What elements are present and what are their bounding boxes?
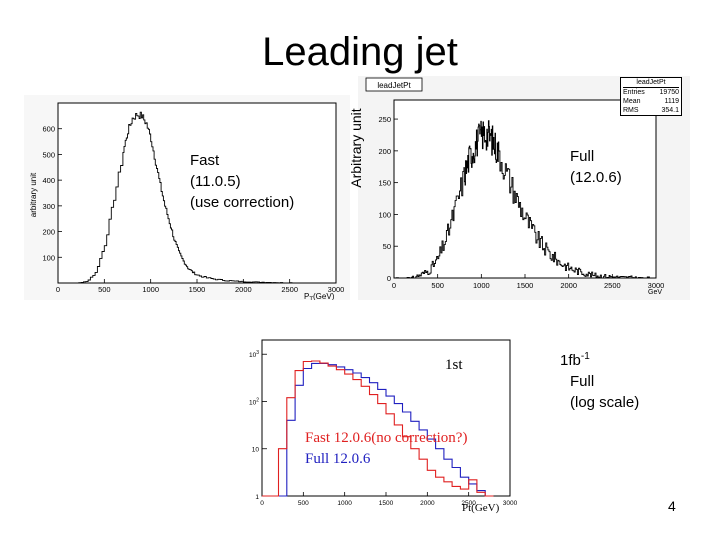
fast-label-line: (11.0.5) — [190, 173, 241, 190]
legend-full: Full 12.0.6 — [305, 451, 371, 467]
stats-box: leadJetPt Entries 19750 Mean 1119 RMS 354.1 — [620, 77, 682, 116]
y-tick-label: 103 — [249, 350, 259, 359]
plot-frame — [393, 99, 657, 279]
y-tick-label: 200 — [42, 228, 55, 237]
y-tick-label: 102 — [249, 397, 259, 406]
x-tick-label: 2500 — [461, 500, 476, 507]
full-histogram-line — [394, 120, 654, 279]
x-axis-label: PT(GeV) — [304, 292, 335, 300]
x-tick-label: 3000 — [328, 285, 345, 294]
x-tick-label: 2500 — [604, 281, 621, 290]
stats-key: Mean — [623, 98, 641, 105]
y-tick-label: 0 — [387, 274, 391, 283]
log-label-line: (log scale) — [570, 394, 640, 411]
stats-row: RMS 354.1 — [623, 106, 679, 115]
hist-title-box — [365, 77, 423, 92]
x-tick-label: 1500 — [517, 281, 534, 290]
fast-label: Fast (11.0.5) (use correction) — [190, 150, 294, 213]
stats-key: Entries — [623, 89, 645, 96]
y-tick-label: 1 — [255, 494, 259, 501]
y-tick-label: 100 — [42, 253, 55, 262]
full-label-line: Full — [570, 148, 595, 165]
page-title: Leading jet — [262, 30, 458, 74]
x-tick-label: 1000 — [473, 281, 490, 290]
fast-chart: 0 500 1000 1500 2000 2500 3000 100 200 300 400 500 6… — [24, 95, 350, 300]
y-tick-label: 200 — [378, 147, 391, 156]
lumi-label: 1fb-1 — [560, 346, 639, 371]
x-tick-label: 2000 — [420, 500, 435, 507]
y-tick-label: 10 — [252, 447, 260, 454]
lumi-exponent: -1 — [580, 351, 590, 362]
x-tick-label: 1000 — [142, 285, 159, 294]
x-tick-label: 1000 — [337, 500, 352, 507]
legend-fast: Fast 12.0.6(no correction?) — [305, 430, 468, 446]
stats-value: 1119 — [664, 98, 679, 105]
full-y-axis-label: Arbitrary unit — [348, 108, 364, 188]
x-tick-label: 1500 — [379, 500, 394, 507]
full-label: Full (12.0.6) — [570, 146, 622, 188]
stats-value: 19750 — [659, 89, 679, 96]
page-number: 4 — [668, 498, 676, 514]
x-tick-label: 1500 — [189, 285, 206, 294]
fast-series-line — [262, 360, 494, 497]
y-tick-label: 100 — [378, 210, 391, 219]
y-tick-label: 400 — [42, 176, 55, 185]
y-tick-label: 250 — [378, 115, 391, 124]
log-label: 1fb-1 Full (log scale) — [560, 346, 639, 413]
stats-key: RMS — [623, 107, 639, 114]
plot-frame — [57, 102, 337, 284]
hist-title: leadJetPt — [377, 81, 411, 90]
y-axis-label: arbitrary unit — [29, 172, 38, 217]
y-tick-label: 600 — [42, 125, 55, 134]
x-tick-label: 2500 — [281, 285, 298, 294]
fast-histogram-line — [58, 111, 334, 284]
x-tick-label: 3000 — [648, 281, 665, 290]
x-tick-label: 500 — [431, 281, 444, 290]
x-tick-label: 2000 — [235, 285, 252, 294]
y-tick-label: 150 — [378, 179, 391, 188]
stats-value: 354.1 — [661, 107, 679, 114]
plot-frame — [261, 339, 511, 497]
x-tick-label: 2000 — [560, 281, 577, 290]
lumi-value: 1fb — [560, 352, 581, 369]
first-label: 1st — [445, 357, 463, 373]
x-tick-label: 0 — [260, 500, 264, 507]
y-tick-label: 300 — [42, 202, 55, 211]
x-tick-label: 500 — [298, 500, 309, 507]
full-series-line — [262, 362, 494, 497]
full-label-line: (12.0.6) — [570, 169, 622, 186]
log-chart: 0 500 1000 1500 2000 2500 3000 1 10 102 103 — [249, 339, 518, 507]
fast-label-line: (use correction) — [190, 194, 295, 211]
x-tick-label: 3000 — [503, 500, 518, 507]
stats-title: leadJetPt — [623, 78, 679, 88]
stats-row: Entries 19750 — [623, 88, 679, 97]
y-tick-label: 50 — [383, 242, 391, 251]
stats-row: Mean 1119 — [623, 97, 679, 106]
x-axis-label: Pt(GeV) — [462, 502, 500, 514]
fast-label-line: Fast — [190, 152, 220, 169]
x-axis-unit: GeV — [648, 289, 662, 296]
full-chart: leadJetPt 0 500 1000 1500 2000 2500 3000 0 50 100… — [358, 76, 690, 300]
log-label-line: Full — [570, 373, 595, 390]
x-tick-label: 500 — [98, 285, 111, 294]
x-tick-label: 0 — [392, 281, 396, 290]
x-tick-label: 0 — [56, 285, 60, 294]
y-tick-label: 500 — [42, 150, 55, 159]
